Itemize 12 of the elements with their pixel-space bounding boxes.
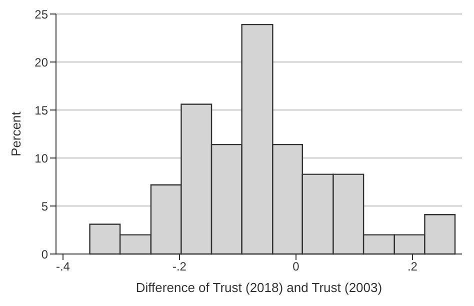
y-tick-label: 25 — [34, 7, 48, 22]
y-tick-label: 20 — [34, 55, 48, 70]
x-axis-title: Difference of Trust (2018) and Trust (2003) — [136, 280, 382, 295]
x-tick-label: -.2 — [172, 260, 187, 274]
x-tick-label: 0 — [292, 260, 300, 274]
y-tick-label: 5 — [41, 199, 48, 214]
x-tick-label: -.4 — [56, 260, 70, 274]
y-tick-label: 15 — [34, 103, 48, 118]
y-axis-title: Percent — [8, 111, 24, 156]
y-tick-label: 0 — [41, 247, 48, 262]
x-tick-label: .2 — [407, 260, 418, 274]
y-tick-label: 10 — [34, 151, 48, 166]
